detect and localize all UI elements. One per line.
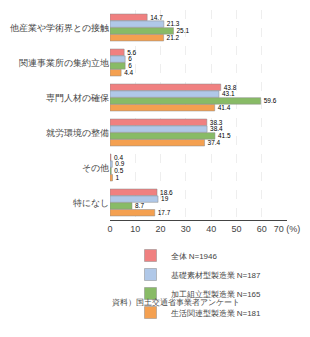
svg-text:基礎素材型製造業 N=187: 基礎素材型製造業 N=187: [171, 271, 262, 280]
svg-text:43.1: 43.1: [222, 90, 235, 97]
svg-text:10: 10: [130, 224, 140, 234]
svg-text:43.8: 43.8: [224, 84, 237, 91]
svg-text:0.4: 0.4: [114, 154, 123, 161]
svg-text:30: 30: [181, 224, 191, 234]
svg-text:全体 N=1946: 全体 N=1946: [171, 252, 218, 261]
svg-text:38.3: 38.3: [210, 119, 223, 126]
svg-text:加工組立型製造業 N=165: 加工組立型製造業 N=165: [171, 290, 262, 299]
svg-text:18.6: 18.6: [160, 189, 173, 196]
svg-text:20: 20: [156, 224, 166, 234]
svg-text:50: 50: [231, 224, 241, 234]
svg-text:6: 6: [128, 55, 132, 62]
svg-text:70 (%): 70 (%): [274, 224, 301, 234]
svg-text:8.7: 8.7: [135, 202, 144, 209]
svg-text:5.6: 5.6: [127, 49, 136, 56]
svg-text:25.1: 25.1: [176, 27, 189, 34]
svg-text:0.5: 0.5: [114, 167, 123, 174]
svg-text:資料）国土交通省事業者アンケート: 資料）国土交通省事業者アンケート: [112, 298, 240, 307]
svg-text:19: 19: [161, 195, 169, 202]
svg-text:60: 60: [257, 224, 267, 234]
svg-text:37.4: 37.4: [208, 139, 221, 146]
svg-text:41.5: 41.5: [218, 132, 231, 139]
svg-text:1: 1: [116, 174, 120, 181]
svg-text:専門人材の確保: 専門人材の確保: [46, 93, 109, 103]
svg-text:就労環境の整備: 就労環境の整備: [46, 128, 109, 138]
svg-text:0.9: 0.9: [115, 160, 124, 167]
svg-text:0: 0: [107, 224, 112, 234]
svg-text:38.4: 38.4: [210, 125, 223, 132]
svg-text:17.7: 17.7: [158, 209, 171, 216]
svg-text:59.6: 59.6: [264, 97, 277, 104]
svg-text:21.2: 21.2: [167, 34, 180, 41]
svg-text:特になし: 特になし: [73, 198, 109, 208]
svg-text:他産業や学術界との接触: 他産業や学術界との接触: [10, 23, 109, 33]
svg-text:生活関連型製造業 N=181: 生活関連型製造業 N=181: [171, 309, 262, 318]
svg-text:41.4: 41.4: [218, 104, 231, 111]
svg-text:6: 6: [128, 62, 132, 69]
svg-text:40: 40: [206, 224, 216, 234]
svg-text:関連事業所の集約立地: 関連事業所の集約立地: [19, 58, 109, 68]
svg-text:21.3: 21.3: [167, 20, 180, 27]
svg-text:14.7: 14.7: [150, 14, 163, 21]
svg-text:その他: その他: [82, 163, 109, 173]
svg-text:4.4: 4.4: [124, 69, 133, 76]
